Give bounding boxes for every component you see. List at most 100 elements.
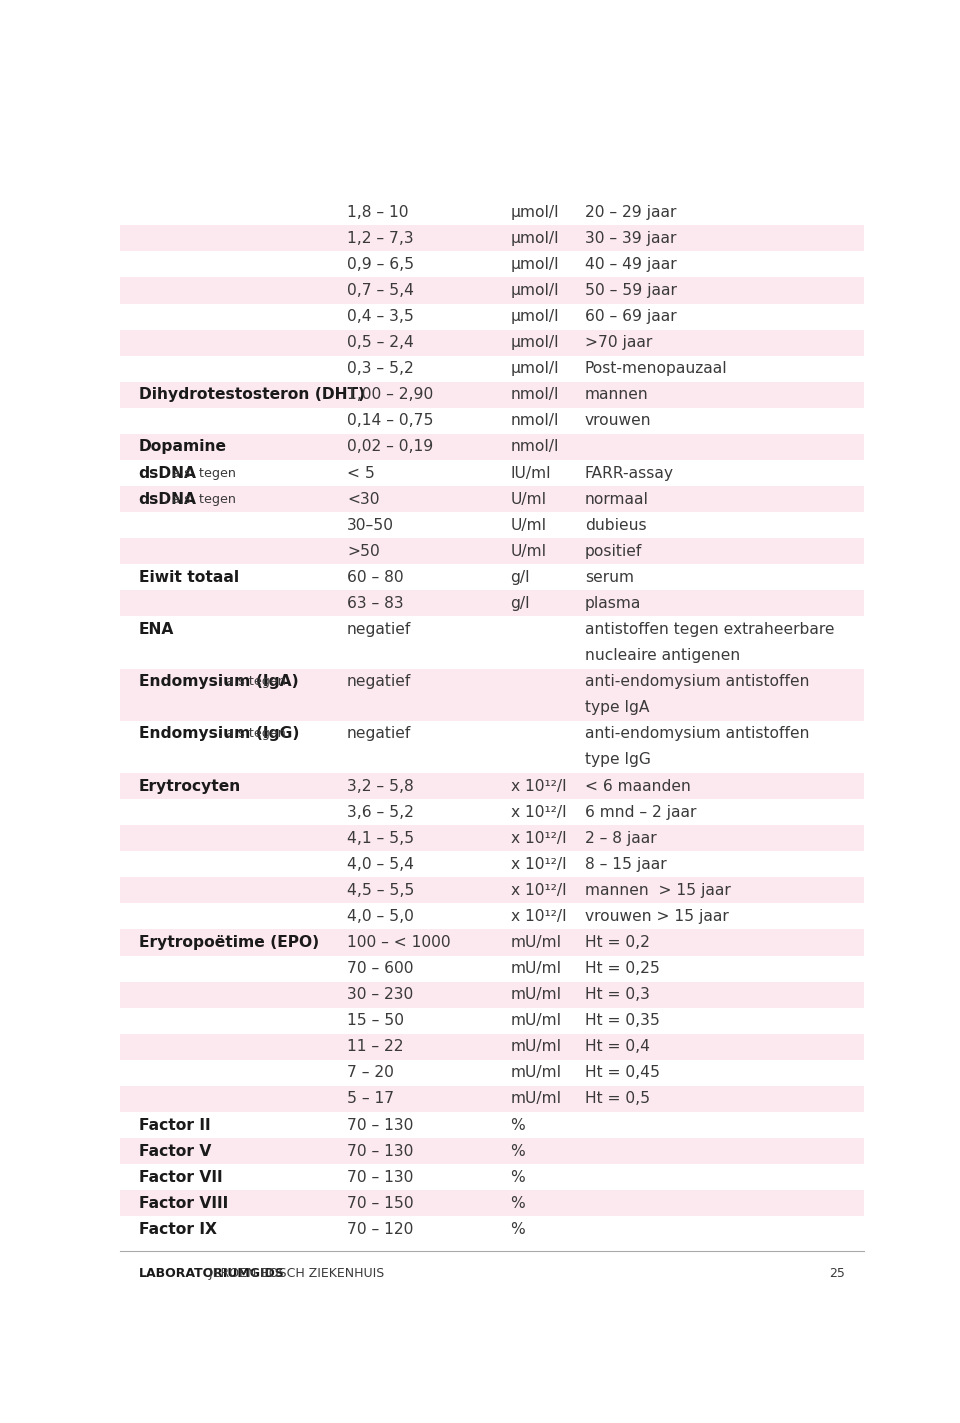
Text: Dihydrotestosteron (DHT): Dihydrotestosteron (DHT) — [138, 387, 365, 403]
Text: Dopamine: Dopamine — [138, 440, 227, 454]
Text: 0,14 – 0,75: 0,14 – 0,75 — [347, 414, 433, 428]
Text: negatief: negatief — [347, 622, 411, 638]
Bar — [120, 694, 864, 721]
Text: 2 – 8 jaar: 2 – 8 jaar — [585, 831, 657, 845]
Text: %: % — [511, 1195, 525, 1211]
Bar — [120, 381, 864, 408]
Text: 40 – 49 jaar: 40 – 49 jaar — [585, 258, 677, 272]
Text: mannen: mannen — [585, 387, 649, 403]
Text: %: % — [511, 1222, 525, 1237]
Text: Ht = 0,25: Ht = 0,25 — [585, 961, 660, 976]
Text: Factor II: Factor II — [138, 1117, 210, 1133]
Text: Factor VIII: Factor VIII — [138, 1195, 228, 1211]
Text: IU/ml: IU/ml — [511, 465, 551, 481]
Text: Ht = 0,45: Ht = 0,45 — [585, 1066, 660, 1080]
Text: 30 – 230: 30 – 230 — [347, 988, 413, 1002]
Text: , a.s tegen: , a.s tegen — [218, 727, 286, 740]
Text: anti-endomysium antistoffen: anti-endomysium antistoffen — [585, 675, 809, 689]
Text: 30–50: 30–50 — [347, 518, 394, 532]
Text: 3,6 – 5,2: 3,6 – 5,2 — [347, 804, 414, 820]
Text: , a.s. tegen: , a.s. tegen — [163, 467, 235, 480]
Text: %: % — [511, 1144, 525, 1158]
Text: FARR-assay: FARR-assay — [585, 465, 674, 481]
Bar — [120, 1033, 864, 1060]
Bar — [120, 277, 864, 303]
Text: 0,02 – 0,19: 0,02 – 0,19 — [347, 440, 433, 454]
Bar — [120, 1138, 864, 1164]
Text: nmol/l: nmol/l — [511, 414, 559, 428]
Text: x 10¹²/l: x 10¹²/l — [511, 804, 566, 820]
Bar — [120, 1086, 864, 1111]
Text: x 10¹²/l: x 10¹²/l — [511, 831, 566, 845]
Text: mU/ml: mU/ml — [511, 1091, 562, 1107]
Text: JEROEN BOSCH ZIEKENHUIS: JEROEN BOSCH ZIEKENHUIS — [205, 1266, 385, 1279]
Bar — [120, 877, 864, 904]
Text: >70 jaar: >70 jaar — [585, 336, 652, 350]
Text: >50: >50 — [347, 544, 379, 559]
Text: Ht = 0,2: Ht = 0,2 — [585, 935, 650, 951]
Text: 7 – 20: 7 – 20 — [347, 1066, 394, 1080]
Text: 11 – 22: 11 – 22 — [347, 1039, 403, 1054]
Text: mU/ml: mU/ml — [511, 988, 562, 1002]
Text: type IgA: type IgA — [585, 700, 650, 716]
Text: negatief: negatief — [347, 675, 411, 689]
Text: vrouwen > 15 jaar: vrouwen > 15 jaar — [585, 909, 729, 924]
Text: , a.s tegen: , a.s tegen — [218, 675, 286, 689]
Text: x 10¹²/l: x 10¹²/l — [511, 778, 566, 794]
Text: mU/ml: mU/ml — [511, 935, 562, 951]
Text: 0,7 – 5,4: 0,7 – 5,4 — [347, 283, 414, 297]
Text: μmol/l: μmol/l — [511, 231, 559, 246]
Bar — [120, 669, 864, 694]
Text: , a.s. tegen: , a.s. tegen — [163, 492, 235, 505]
Text: U/ml: U/ml — [511, 518, 546, 532]
Text: g/l: g/l — [511, 569, 530, 585]
Text: Endomysium (IgA): Endomysium (IgA) — [138, 675, 299, 689]
Text: 70 – 600: 70 – 600 — [347, 961, 414, 976]
Text: μmol/l: μmol/l — [511, 205, 559, 219]
Text: μmol/l: μmol/l — [511, 361, 559, 376]
Text: 0,9 – 6,5: 0,9 – 6,5 — [347, 258, 414, 272]
Text: Erytropоëtime (EPO): Erytropоëtime (EPO) — [138, 935, 319, 951]
Bar — [120, 591, 864, 616]
Text: Post-menopauzaal: Post-menopauzaal — [585, 361, 728, 376]
Text: 15 – 50: 15 – 50 — [347, 1013, 404, 1029]
Bar — [120, 1190, 864, 1217]
Text: U/ml: U/ml — [511, 491, 546, 507]
Text: dubieus: dubieus — [585, 518, 647, 532]
Text: Ht = 0,3: Ht = 0,3 — [585, 988, 650, 1002]
Text: 4,1 – 5,5: 4,1 – 5,5 — [347, 831, 414, 845]
Text: Ht = 0,4: Ht = 0,4 — [585, 1039, 650, 1054]
Text: type IgG: type IgG — [585, 753, 651, 767]
Bar — [120, 330, 864, 356]
Text: 0,4 – 3,5: 0,4 – 3,5 — [347, 309, 414, 324]
Text: normaal: normaal — [585, 491, 649, 507]
Text: 1,8 – 10: 1,8 – 10 — [347, 205, 408, 219]
Text: Ht = 0,5: Ht = 0,5 — [585, 1091, 650, 1107]
Text: g/l: g/l — [511, 596, 530, 610]
Text: 60 – 80: 60 – 80 — [347, 569, 403, 585]
Text: 6 mnd – 2 jaar: 6 mnd – 2 jaar — [585, 804, 696, 820]
Text: mU/ml: mU/ml — [511, 961, 562, 976]
Text: positief: positief — [585, 544, 642, 559]
Text: nmol/l: nmol/l — [511, 387, 559, 403]
Text: vrouwen: vrouwen — [585, 414, 652, 428]
Text: 70 – 130: 70 – 130 — [347, 1144, 414, 1158]
Text: %: % — [511, 1117, 525, 1133]
Text: serum: serum — [585, 569, 634, 585]
Text: Factor VII: Factor VII — [138, 1170, 222, 1185]
Bar — [120, 487, 864, 512]
Text: 70 – 120: 70 – 120 — [347, 1222, 414, 1237]
Text: μmol/l: μmol/l — [511, 258, 559, 272]
Bar — [120, 773, 864, 800]
Text: 100 – < 1000: 100 – < 1000 — [347, 935, 450, 951]
Text: 1,2 – 7,3: 1,2 – 7,3 — [347, 231, 414, 246]
Text: Erytrocyten: Erytrocyten — [138, 778, 241, 794]
Text: ENA: ENA — [138, 622, 174, 638]
Text: μmol/l: μmol/l — [511, 283, 559, 297]
Text: 25: 25 — [829, 1266, 846, 1279]
Text: mannen  > 15 jaar: mannen > 15 jaar — [585, 882, 731, 898]
Text: x 10¹²/l: x 10¹²/l — [511, 882, 566, 898]
Text: anti-endomysium antistoffen: anti-endomysium antistoffen — [585, 726, 809, 741]
Text: %: % — [511, 1170, 525, 1185]
Text: nucleaire antigenen: nucleaire antigenen — [585, 647, 740, 663]
